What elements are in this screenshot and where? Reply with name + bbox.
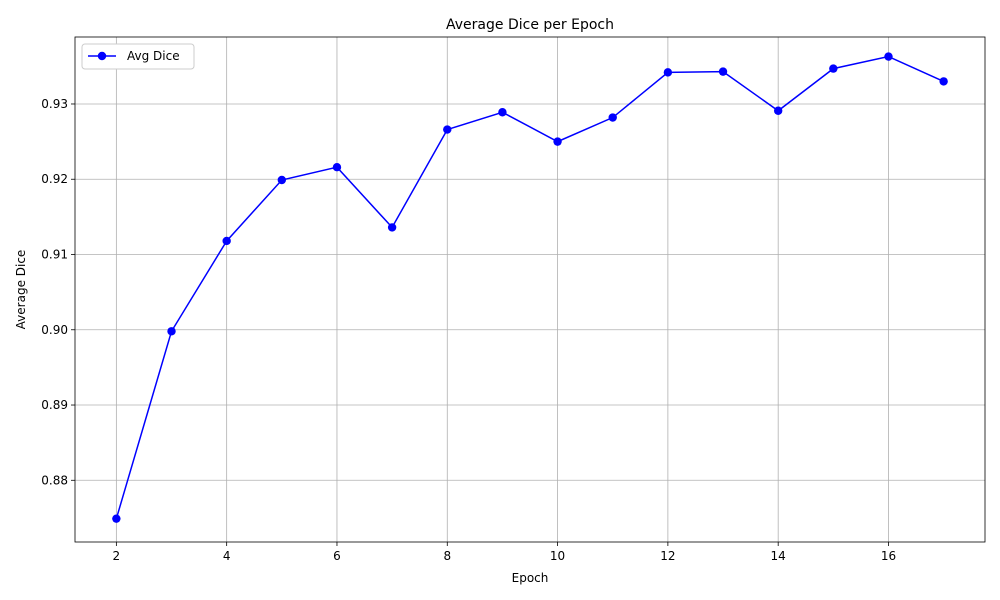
x-tick-label: 4 (223, 549, 231, 563)
y-tick-label: 0.90 (41, 323, 68, 337)
x-tick-label: 14 (771, 549, 786, 563)
x-tick-label: 12 (660, 549, 675, 563)
legend-box (81, 43, 195, 70)
data-point (829, 64, 838, 73)
x-tick-label: 10 (550, 549, 565, 563)
y-axis-ticks: 0.88 0.89 0.90 0.91 0.92 0.93 (41, 97, 75, 487)
plot-background (75, 37, 985, 542)
data-point (387, 223, 397, 232)
data-point (112, 514, 121, 523)
data-point (608, 113, 617, 122)
data-point (222, 236, 231, 246)
data-point (884, 52, 893, 61)
data-point (332, 163, 342, 172)
data-point (773, 106, 783, 115)
y-axis-label: Average Dice (14, 250, 28, 330)
y-tick-label: 0.88 (41, 473, 68, 487)
data-point (718, 67, 728, 76)
series-layer (112, 52, 948, 523)
grid-lines (75, 37, 985, 542)
series-line (115, 55, 944, 519)
data-point (939, 77, 948, 86)
legend-marker (97, 51, 107, 61)
data-point (277, 175, 287, 185)
x-tick-label: 16 (881, 549, 896, 563)
legend: Avg Dice (81, 43, 195, 70)
chart-title: Average Dice per Epoch (446, 17, 614, 33)
data-point (498, 108, 507, 117)
legend-label: Avg Dice (127, 49, 180, 63)
data-point (553, 137, 562, 146)
y-tick-label: 0.92 (41, 172, 68, 186)
data-point (167, 327, 176, 336)
axes-border (74, 36, 986, 543)
y-tick-label: 0.91 (41, 248, 68, 262)
data-point (663, 68, 673, 77)
x-axis-ticks: 2 4 6 8 10 12 14 16 (113, 542, 896, 563)
x-tick-label: 8 (443, 549, 451, 563)
data-point (443, 125, 452, 134)
y-tick-label: 0.93 (41, 97, 68, 111)
x-tick-label: 2 (113, 549, 121, 563)
axes-frame (74, 36, 986, 543)
x-tick-label: 6 (333, 549, 341, 563)
x-axis-label: Epoch (512, 571, 549, 585)
y-tick-label: 0.89 (41, 398, 68, 412)
